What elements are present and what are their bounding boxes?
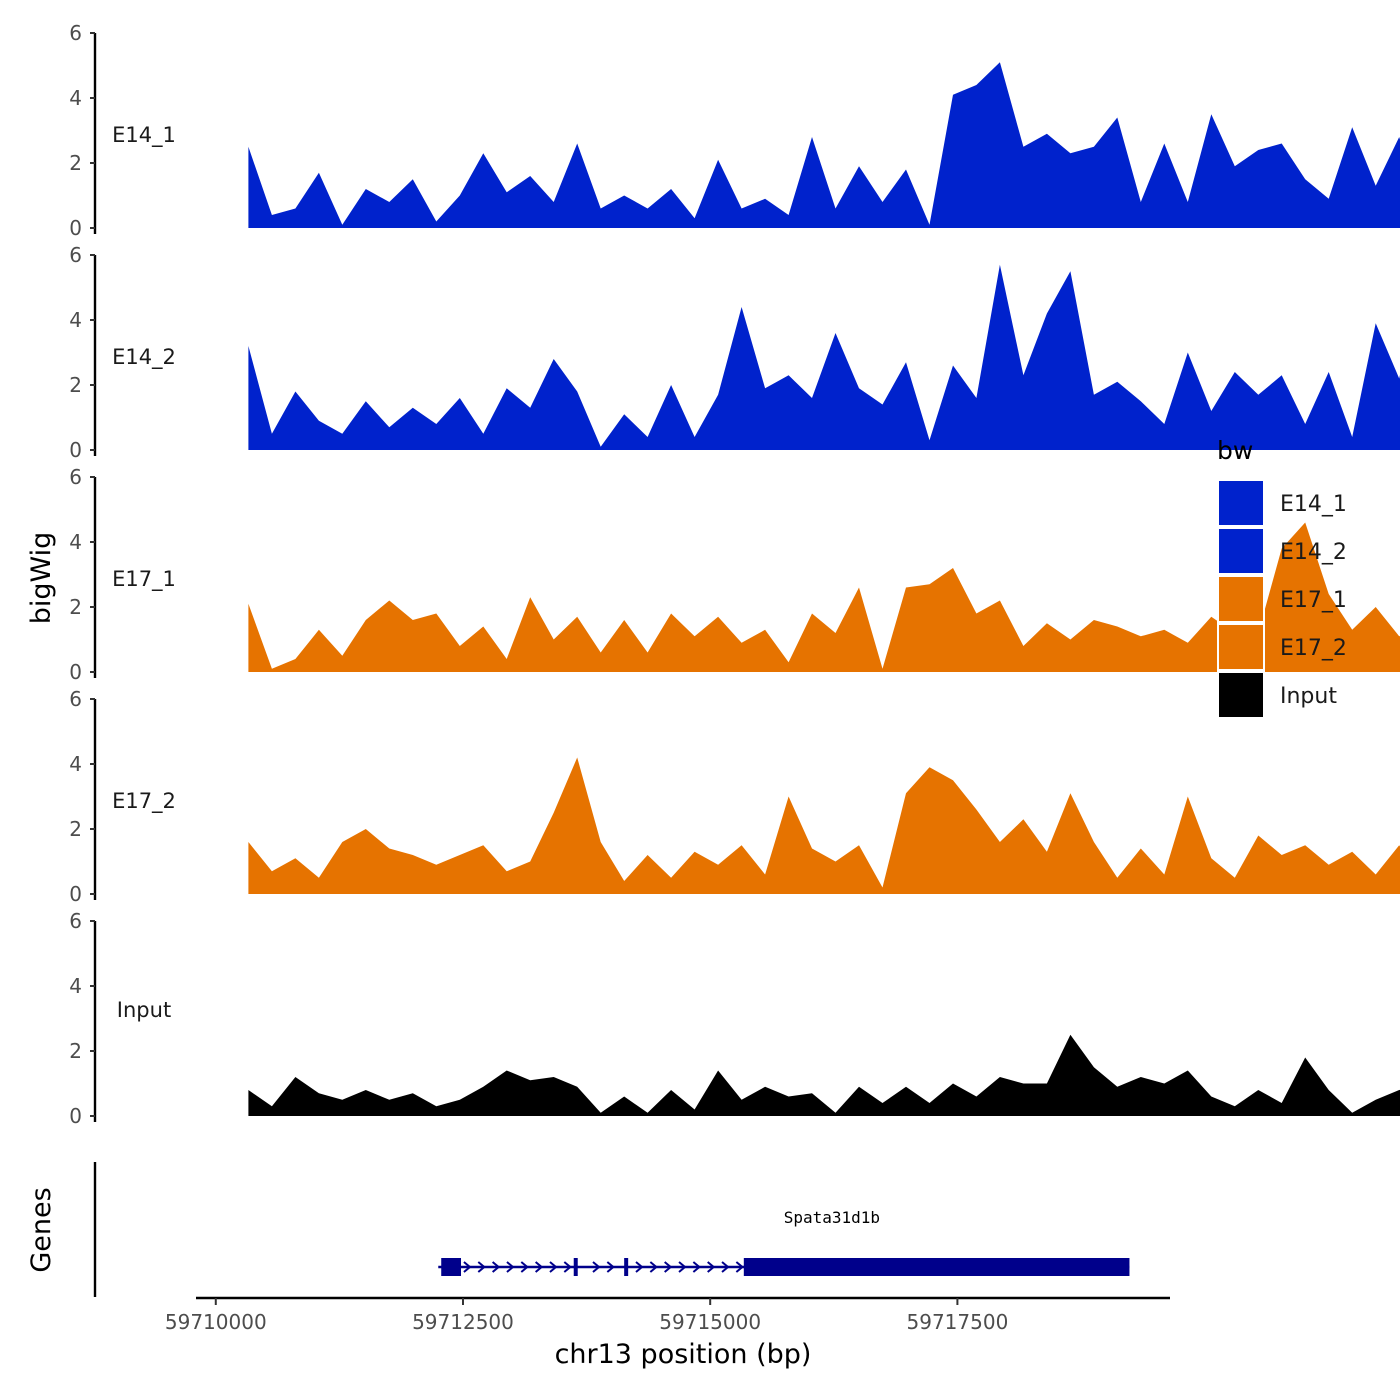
y-tick-label: 0: [69, 1104, 82, 1128]
y-tick-label: 4: [69, 752, 82, 776]
legend-swatch: [1217, 575, 1265, 623]
x-tick-label: 59717500: [907, 1310, 1009, 1334]
coverage-area-input: [248, 1034, 1400, 1116]
x-tick-label: 59715000: [659, 1310, 761, 1334]
strand-arrow: [592, 1261, 601, 1273]
legend-swatch: [1217, 479, 1265, 527]
gene-exon: [441, 1258, 462, 1276]
y-tick-label: 4: [69, 308, 82, 332]
y-tick-label: 6: [69, 687, 82, 711]
y-tick-label: 4: [69, 530, 82, 554]
strand-arrow: [735, 1261, 744, 1273]
legend-swatch: [1217, 623, 1265, 671]
y-tick-label: 6: [69, 465, 82, 489]
y-tick-label: 0: [69, 882, 82, 906]
legend-item: E14_1: [1217, 479, 1347, 527]
x-ticks: 59710000 59712500 59715000 59717500: [165, 1298, 1008, 1334]
strand-arrow: [477, 1261, 486, 1273]
strand-arrow: [721, 1261, 730, 1273]
track-e17_2: 0 2 4 6 E17_2: [69, 687, 1400, 906]
x-tick-label: 59710000: [165, 1310, 267, 1334]
gene-model: [438, 1258, 1130, 1276]
gene-exon: [624, 1258, 629, 1276]
track-e14_1: 0 2 4 6 E14_1: [69, 21, 1400, 240]
legend: bw E14_1 E14_2 E17_1 E17_2 Input: [1217, 436, 1347, 719]
strand-arrow: [549, 1261, 558, 1273]
strand-arrow: [506, 1261, 515, 1273]
x-tick-label: 59712500: [412, 1310, 514, 1334]
genes-panel: Spata31d1b: [93, 1162, 1130, 1297]
y-tick-label: 2: [69, 1039, 82, 1063]
track-input: 0 2 4 6 Input: [69, 909, 1400, 1128]
strand-arrow: [664, 1261, 673, 1273]
legend-label: Input: [1280, 684, 1337, 709]
coverage-area-e17_2: [248, 757, 1400, 894]
strand-arrow: [649, 1261, 658, 1273]
track-label: E17_1: [112, 567, 176, 592]
y-tick-label: 4: [69, 86, 82, 110]
gene-name-label: Spata31d1b: [784, 1208, 880, 1227]
gene-exon: [573, 1258, 578, 1276]
track-label: E17_2: [112, 789, 176, 814]
coverage-area-e14_1: [248, 62, 1400, 228]
track-e17_1: 0 2 4 6 E17_1: [69, 465, 1400, 684]
x-axis-title: chr13 position (bp): [555, 1339, 812, 1370]
legend-item: E17_1: [1217, 575, 1347, 623]
legend-title: bw: [1217, 436, 1253, 465]
legend-label: E17_2: [1280, 636, 1347, 661]
y-tick-label: 6: [69, 909, 82, 933]
legend-swatch: [1217, 671, 1265, 719]
legend-item: E14_2: [1217, 527, 1347, 575]
y-tick-label: 2: [69, 151, 82, 175]
x-axis: 59710000 59712500 59715000 59717500: [165, 1296, 1170, 1334]
track-label: Input: [117, 998, 171, 1022]
strand-arrow: [563, 1261, 572, 1273]
track-e14_2: 0 2 4 6 E14_2: [69, 243, 1400, 462]
legend-items: E14_1 E14_2 E17_1 E17_2 Input: [1217, 479, 1347, 719]
genes-axis-title: Genes: [26, 1187, 57, 1272]
strand-arrow: [463, 1261, 472, 1273]
y-axis-title: bigWig: [26, 532, 57, 625]
y-tick-label: 0: [69, 660, 82, 684]
legend-label: E17_1: [1280, 588, 1347, 613]
gene-exon: [743, 1258, 1130, 1276]
strand-arrow: [635, 1261, 644, 1273]
coverage-area-e14_2: [248, 264, 1400, 450]
coverage-area-e17_1: [248, 522, 1400, 672]
strand-arrow: [606, 1261, 615, 1273]
strand-arrow: [678, 1261, 687, 1273]
y-tick-label: 2: [69, 595, 82, 619]
track-label: E14_1: [112, 123, 176, 148]
legend-swatch: [1217, 527, 1265, 575]
strand-arrow: [707, 1261, 716, 1273]
track-label: E14_2: [112, 345, 176, 370]
strand-arrow: [692, 1261, 701, 1273]
y-tick-label: 2: [69, 373, 82, 397]
strand-arrow: [534, 1261, 544, 1273]
strand-arrow: [491, 1261, 501, 1273]
y-tick-label: 2: [69, 817, 82, 841]
y-tick-label: 6: [69, 243, 82, 267]
legend-label: E14_1: [1280, 492, 1347, 517]
y-tick-label: 0: [69, 438, 82, 462]
y-tick-label: 6: [69, 21, 82, 45]
legend-item: E17_2: [1217, 623, 1347, 671]
legend-item: Input: [1217, 671, 1337, 719]
strand-arrow: [520, 1261, 529, 1273]
y-tick-label: 4: [69, 974, 82, 998]
legend-label: E14_2: [1280, 540, 1347, 565]
y-tick-label: 0: [69, 216, 82, 240]
coverage-tracks: 0 2 4 6 E14_1 0 2 4 6 E14_2 0 2 4 6 E17_1 0 2 4 6 E17_2 0 2 4 6…: [69, 21, 1400, 1128]
